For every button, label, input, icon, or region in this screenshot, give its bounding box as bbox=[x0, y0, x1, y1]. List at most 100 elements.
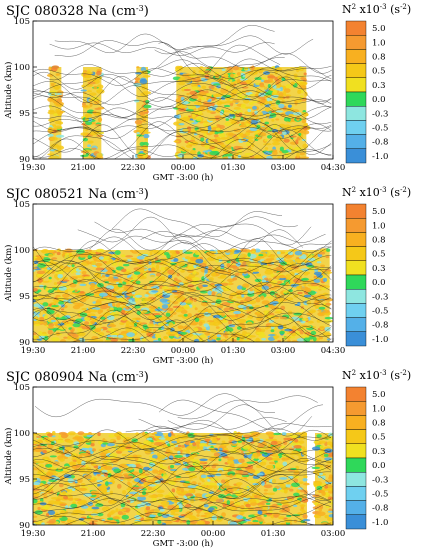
field-cell bbox=[247, 521, 253, 525]
field-cell bbox=[299, 95, 304, 100]
y-axis-label: Altitude (km) bbox=[3, 245, 14, 303]
field-cell bbox=[194, 252, 202, 255]
field-cell bbox=[70, 452, 77, 457]
field-cell bbox=[240, 325, 246, 331]
field-cell bbox=[225, 69, 234, 73]
field-cell bbox=[303, 72, 307, 76]
x-tick-label: 03:00 bbox=[271, 163, 296, 173]
field-cell bbox=[206, 110, 213, 113]
field-cell bbox=[174, 477, 182, 481]
field-cell bbox=[103, 472, 109, 477]
field-cell bbox=[148, 509, 155, 514]
contour-line bbox=[154, 25, 275, 55]
field-cell bbox=[89, 102, 93, 108]
field-cell bbox=[223, 73, 229, 78]
field-cell bbox=[242, 283, 250, 288]
field-cell bbox=[58, 327, 67, 330]
field-cell bbox=[196, 76, 201, 80]
field-cell bbox=[96, 275, 103, 280]
field-cell bbox=[256, 313, 264, 318]
field-cell bbox=[296, 285, 302, 291]
colorbar-swatch bbox=[345, 148, 367, 164]
field-cell bbox=[63, 456, 68, 460]
x-tick-label: 19:30 bbox=[21, 346, 46, 356]
field-cell bbox=[225, 145, 232, 150]
field-cell bbox=[245, 136, 255, 140]
field-cell bbox=[131, 486, 140, 490]
field-cell bbox=[238, 258, 243, 262]
field-cell bbox=[120, 268, 127, 273]
field-cell bbox=[279, 477, 288, 480]
field-cell bbox=[277, 280, 283, 284]
field-cell bbox=[153, 508, 160, 513]
panel-title-text: SJC 080328 Na (cm bbox=[6, 4, 136, 19]
field-cell bbox=[70, 270, 75, 274]
field-cell bbox=[187, 268, 194, 273]
field-cell bbox=[48, 500, 57, 505]
field-cell bbox=[98, 256, 104, 260]
field-cell bbox=[52, 98, 59, 104]
field-cell bbox=[47, 523, 57, 525]
field-cell bbox=[142, 309, 148, 313]
contour-line bbox=[33, 302, 332, 326]
field-cell bbox=[95, 248, 105, 253]
field-cell bbox=[165, 312, 171, 317]
field-cell bbox=[167, 300, 172, 303]
field-cell bbox=[43, 484, 50, 489]
field-cell bbox=[294, 250, 303, 256]
field-cell bbox=[220, 137, 228, 140]
field-cell bbox=[53, 321, 62, 324]
field-cell bbox=[33, 482, 41, 486]
field-cell bbox=[321, 475, 326, 480]
field-cell bbox=[80, 483, 86, 487]
field-cell bbox=[176, 438, 180, 444]
field-cell bbox=[82, 445, 91, 449]
field-cell bbox=[61, 490, 67, 495]
field-cell bbox=[51, 257, 58, 260]
field-cell bbox=[272, 141, 281, 146]
field-cell bbox=[170, 464, 175, 469]
field-cell bbox=[264, 107, 270, 112]
field-cell bbox=[179, 72, 184, 75]
field-cell bbox=[168, 491, 175, 497]
field-cell bbox=[242, 339, 250, 342]
field-cell bbox=[227, 139, 236, 144]
field-cell bbox=[89, 260, 97, 266]
field-cell bbox=[199, 262, 207, 268]
field-cell bbox=[288, 146, 293, 151]
field-cell bbox=[216, 334, 222, 338]
field-cell bbox=[251, 250, 256, 253]
contour-line bbox=[33, 500, 332, 523]
field-cell bbox=[151, 487, 156, 491]
field-cell bbox=[36, 270, 46, 275]
field-cell bbox=[312, 506, 320, 510]
field-cell bbox=[35, 460, 45, 464]
field-cell bbox=[313, 278, 321, 283]
field-cell bbox=[68, 431, 76, 436]
field-cell bbox=[230, 121, 238, 125]
field-cell bbox=[59, 458, 65, 462]
field-cell bbox=[62, 268, 72, 273]
field-cell bbox=[252, 452, 258, 458]
field-cell bbox=[56, 251, 61, 256]
field-cell bbox=[290, 261, 297, 266]
field-cell bbox=[59, 503, 67, 506]
field-cell bbox=[318, 294, 325, 300]
field-cell bbox=[225, 118, 230, 121]
field-cell bbox=[298, 256, 305, 260]
field-cell bbox=[328, 514, 333, 518]
field-cell bbox=[100, 304, 108, 310]
field-cell bbox=[193, 334, 197, 340]
field-cell bbox=[282, 130, 287, 135]
field-cell bbox=[47, 271, 51, 275]
field-cell bbox=[115, 271, 120, 274]
field-cell bbox=[91, 448, 96, 452]
field-cell bbox=[254, 470, 260, 474]
x-tick-label: 22:30 bbox=[141, 529, 166, 539]
panel-title-end: ) bbox=[144, 187, 149, 202]
field-cell bbox=[155, 264, 160, 270]
field-cell bbox=[180, 332, 188, 335]
colorbar-swatch bbox=[345, 471, 367, 487]
field-cell bbox=[97, 309, 102, 315]
contour-line bbox=[33, 121, 332, 152]
